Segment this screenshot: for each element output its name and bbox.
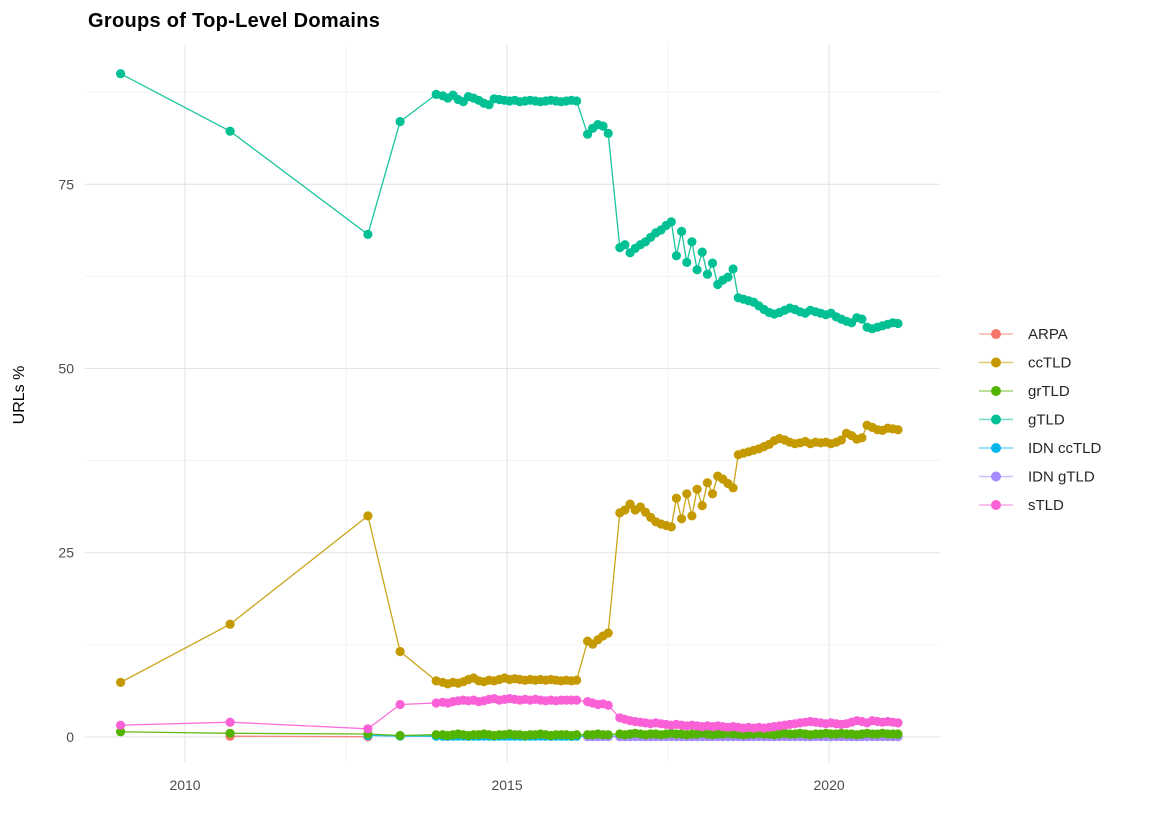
data-point [572, 675, 582, 685]
x-tick-label: 2015 [491, 777, 522, 793]
data-point [572, 96, 582, 106]
data-point [836, 435, 846, 445]
data-point [682, 489, 692, 499]
y-tick-label: 25 [58, 545, 74, 561]
legend-item-grTLD: grTLD [979, 383, 1070, 400]
x-tick-label: 2020 [814, 777, 845, 793]
data-point [395, 117, 405, 127]
legend-item-ccTLD: ccTLD [979, 355, 1072, 372]
data-point [116, 69, 126, 79]
x-axis-tick-labels: 2010 2015 2020 [169, 777, 844, 793]
y-tick-label: 50 [58, 360, 74, 376]
data-point [692, 484, 702, 494]
x-tick-label: 2010 [169, 777, 200, 793]
data-point [723, 272, 733, 282]
data-point [666, 522, 676, 532]
data-point [692, 265, 702, 275]
legend-item-IDN-gTLD: IDN gTLD [979, 469, 1095, 486]
data-point [225, 619, 235, 629]
series-ccTLD [116, 420, 903, 689]
data-series [116, 69, 903, 742]
data-point [225, 717, 235, 727]
legend-item-gTLD: gTLD [979, 412, 1065, 429]
data-point [431, 730, 441, 740]
legend-item-IDN-ccTLD: IDN ccTLD [979, 440, 1102, 457]
legend-label: ARPA [1028, 326, 1068, 343]
y-tick-label: 75 [58, 176, 74, 192]
legend-key-dot [991, 471, 1001, 482]
data-point [225, 126, 235, 136]
legend-item-ARPA: ARPA [979, 326, 1068, 343]
data-point [728, 483, 738, 493]
data-point [603, 628, 613, 638]
series-line [230, 735, 368, 738]
legend-label: IDN ccTLD [1028, 440, 1102, 457]
data-point [395, 646, 405, 657]
data-point [666, 217, 676, 227]
y-axis-tick-labels: 0 25 50 75 [58, 176, 74, 745]
gridlines [85, 45, 940, 762]
legend-label: IDN gTLD [1028, 469, 1095, 486]
data-point [857, 314, 867, 324]
data-point [671, 493, 682, 503]
data-point [225, 728, 235, 738]
data-point [116, 720, 126, 730]
data-point [893, 425, 903, 435]
series-gTLD [116, 69, 903, 334]
legend-key-dot [991, 386, 1001, 396]
legend-key-dot [991, 357, 1001, 368]
series-sTLD [116, 694, 903, 734]
data-point [893, 318, 903, 329]
data-point [702, 478, 713, 488]
legend-label: ccTLD [1028, 355, 1072, 372]
data-point [620, 505, 630, 515]
legend-item-sTLD: sTLD [979, 497, 1064, 514]
data-point [893, 729, 903, 739]
legend-label: sTLD [1028, 497, 1064, 514]
data-point [572, 695, 582, 705]
legend-key-dot [991, 414, 1001, 425]
legend-key-dot [991, 443, 1001, 453]
data-point [598, 121, 608, 131]
data-point [363, 724, 373, 734]
data-point [363, 229, 373, 239]
data-point [677, 226, 687, 236]
data-point [682, 257, 692, 267]
data-point [395, 699, 405, 710]
data-point [697, 501, 707, 511]
legend-key-dot [991, 329, 1001, 339]
data-point [572, 730, 582, 740]
data-point [484, 100, 494, 110]
data-point [697, 247, 707, 257]
data-point [116, 677, 126, 688]
data-point [671, 251, 682, 261]
data-point [687, 237, 697, 247]
data-point [603, 730, 613, 740]
series-line [120, 73, 899, 330]
data-point [707, 489, 718, 499]
data-point [116, 727, 126, 737]
data-point [395, 730, 405, 741]
legend: ARPA ccTLD grTLD gTLD IDN ccTLD IDN gTLD sTLD [979, 326, 1102, 514]
data-point [702, 269, 713, 279]
data-point [728, 264, 738, 274]
data-point [677, 514, 687, 524]
data-point [603, 700, 613, 710]
data-point [603, 128, 613, 138]
data-point [687, 511, 697, 521]
legend-key-dot [991, 500, 1001, 510]
y-tick-label: 0 [66, 729, 74, 745]
chart-title: Groups of Top-Level Domains [88, 10, 380, 32]
data-point [620, 240, 630, 250]
data-point [707, 258, 718, 268]
legend-label: gTLD [1028, 412, 1065, 429]
y-axis-title: URLs % [11, 366, 28, 425]
data-point [857, 433, 867, 443]
data-point [893, 718, 903, 728]
data-point [363, 511, 373, 521]
legend-label: grTLD [1028, 383, 1070, 400]
